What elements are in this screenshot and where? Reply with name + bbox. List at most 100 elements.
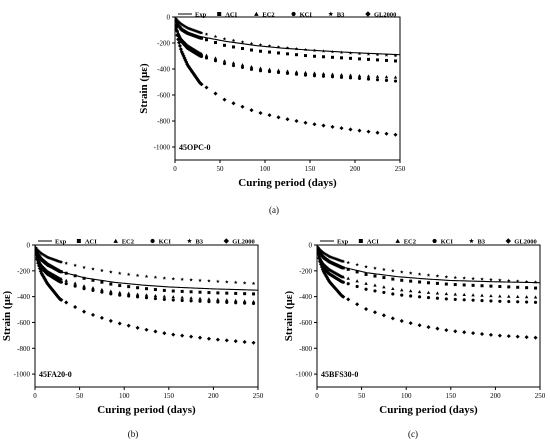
panel-3-series-gl2000-diamond-point (323, 272, 328, 277)
panel-3-series-b3-star-point (480, 277, 484, 281)
panel-1-series-aci-square-point (385, 58, 388, 62)
panel-1-series-ec2-triangle-point (393, 75, 398, 79)
panel-2-series-gl2000-diamond-point (99, 315, 104, 320)
panel-2-series-aci-square-point (153, 288, 157, 292)
panel-2-series-kci-circle-point (82, 287, 86, 291)
panel-2-series-gl2000-diamond-point (90, 312, 96, 317)
panel-3-series-b3-star-point (489, 277, 493, 282)
panel-2-series-gl2000-diamond-point (37, 266, 42, 271)
panel-2-series-b3-star-point (126, 272, 131, 276)
panel-3-series-gl2000-diamond-point (327, 278, 332, 284)
panel-1-legend-label: EC2 (262, 12, 274, 19)
panel-1-series-b3-star-point (393, 53, 398, 58)
panel-1-series-aci-square-point (322, 55, 325, 59)
panel-1-series-ec2-triangle-point (249, 65, 254, 69)
panel-1-series-kci-circle-point (222, 61, 227, 66)
panel-3-x-tick-label: 50 (358, 392, 366, 400)
panel-2-series-b3-star-point (82, 265, 86, 269)
panel-3-series-aci-square-point (489, 284, 493, 288)
panel-2-legend-label: KCI (159, 239, 172, 246)
panel-2-y-tick-label: -400 (17, 293, 30, 301)
panel-2-series-kci-circle-point (136, 295, 140, 299)
panel-2-series-b3-star-point (109, 270, 113, 274)
panel-1-legend-label: ACI (225, 12, 237, 19)
panel-2-series-b3-star-point (242, 281, 247, 285)
panel-3: 0 50 100 150 200 250 0 -200 -400 -600 -800 -1000 Cur… (283, 238, 546, 439)
panel-1-series-ec2-triangle-point (375, 74, 380, 78)
panel-2-series-b3-star-point (73, 263, 77, 267)
panel-1-series-b3-star-point (213, 34, 218, 39)
panel-1-series-b3-star-point (249, 41, 254, 46)
panel-1-series-gl2000-diamond-point (175, 25, 178, 30)
panel-1-series-gl2000-diamond-point (204, 85, 209, 90)
panel-1-series-aci-square-point (313, 54, 316, 58)
panel-2-y-tick-label: -1000 (14, 371, 31, 379)
panel-1-series-kci-circle-point (285, 71, 290, 75)
panel-1-series-aci-square-point (349, 56, 352, 60)
panel-3-legend-circle-point (432, 238, 437, 244)
panel-1-series-gl2000-diamond-point (393, 132, 398, 137)
panel-2-legend: Exp ACI EC2 KCI B3 GL2000 (38, 238, 255, 246)
panel-2-legend-triangle-point (113, 238, 119, 243)
panel-2-x-tick-label: 250 (253, 392, 264, 400)
panel-3-series-b3-star-point (524, 279, 529, 284)
panel-3-series-kci-circle-point (471, 298, 475, 302)
panel-1-x-axis-label: Curing period (days) (238, 177, 337, 189)
panel-3-series-kci-circle-point (462, 298, 466, 302)
panel-2-series-b3-star-point (135, 273, 140, 277)
panel-1-series-gl2000-diamond-point (180, 51, 185, 56)
panel-2-series-kci-circle-point (225, 300, 229, 304)
panel-1-y-tick-label: 0 (167, 14, 171, 22)
panel-3-y-tick-label: -800 (299, 345, 312, 353)
panel-3-series-gl2000-diamond-point (355, 302, 360, 307)
panel-3-series-kci-circle-point (364, 287, 368, 291)
panel-3-series-aci-square-point (498, 285, 502, 289)
panel-3-series-ec2-triangle-point (480, 293, 484, 297)
panel-2-y-tick-label: 0 (27, 242, 31, 250)
panel-2-x-tick-label: 150 (164, 392, 175, 400)
panel-1-series-gl2000-diamond-point (258, 110, 263, 116)
panel-2-series-ec2-triangle-point (162, 294, 167, 298)
panel-2-x-tick-label: 100 (119, 392, 130, 400)
panel-2-series-ec2-triangle-point (100, 287, 104, 291)
panel-3-series-gl2000-diamond-point (435, 326, 440, 331)
panel-3-series-ec2-triangle-point (462, 292, 466, 297)
panel-3-series-kci-circle-point (391, 292, 395, 296)
panel-2-series-kci-circle-point (73, 284, 77, 288)
panel-3-series-aci-square-point (516, 285, 520, 289)
panel-1-series-kci-circle-point (312, 74, 317, 78)
panel-3-x-tick-label: 200 (490, 392, 501, 400)
panel-1-series-gl2000-diamond-point (348, 127, 353, 132)
panel-3-series-ec2-triangle-point (391, 286, 395, 291)
panel-1-series-gl2000-diamond-point (189, 68, 194, 73)
panel-1-series-ec2-triangle-point (213, 56, 218, 60)
panel-1-series-kci-circle-point (199, 54, 204, 58)
panel-1-series-ec2-triangle-point (294, 70, 299, 74)
panel-2-series-group (35, 245, 258, 345)
panel-2-series-ec2-triangle-point (73, 281, 77, 285)
panel-1-series-ec2-triangle-point (222, 59, 227, 63)
panel-1-series-ec2-triangle-point (199, 52, 204, 56)
panel-1-series-gl2000-diamond-point (375, 130, 380, 135)
panel-3-series-b3-star-point (346, 260, 350, 265)
panel-1-series-gl2000-diamond-point (267, 113, 272, 118)
panel-2-series-aci-square-point (100, 280, 104, 284)
panel-1-series-gl2000-diamond-point (285, 117, 290, 122)
panel-1-series-aci-square-point (200, 36, 204, 40)
panel-2-series-kci-circle-point (144, 296, 149, 300)
panel-2-series-kci-circle-point (243, 301, 247, 305)
panel-1-series-group (175, 17, 400, 137)
panel-1-series-gl2000-diamond-point (177, 40, 182, 45)
panel-2-series-aci-square-point (136, 286, 140, 290)
panel-3-series-ec2-triangle-point (453, 292, 457, 296)
panel-2-series-aci-square-point (234, 291, 238, 295)
panel-1-series-kci-circle-point (231, 63, 236, 68)
panel-1-series-ec2-triangle-point (384, 75, 389, 79)
panel-2-series-ec2-triangle-point (91, 286, 95, 290)
panel-1: 0 50 100 150 200 250 0 -200 -400 -600 -800 -1000 Cur… (138, 11, 406, 215)
panel-1-series-aci-square-point (358, 57, 361, 61)
panel-3-series-aci-square-point (346, 267, 350, 271)
panel-2-x-tick-label: 50 (76, 392, 84, 400)
panel-2-series-b3-star-point (117, 271, 122, 275)
panel-1-x-tick-label: 250 (395, 165, 406, 173)
